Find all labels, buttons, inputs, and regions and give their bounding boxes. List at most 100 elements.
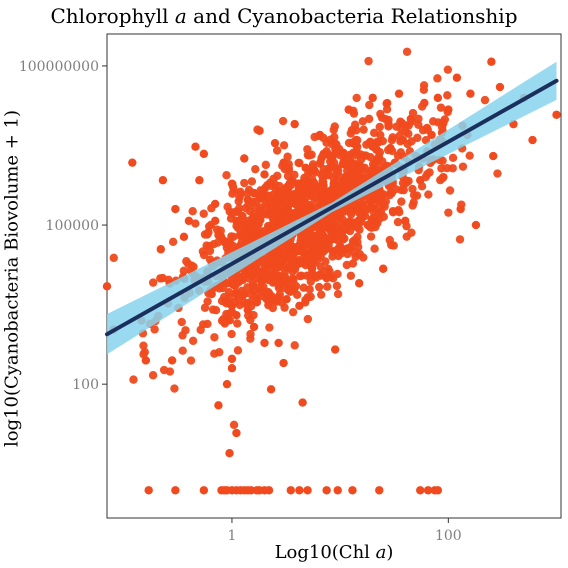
data-point — [455, 235, 465, 244]
data-point — [335, 241, 345, 251]
data-point — [254, 218, 263, 228]
data-point — [299, 246, 309, 255]
data-point — [444, 105, 453, 114]
data-point — [319, 172, 328, 182]
data-point — [191, 142, 200, 151]
data-point — [528, 135, 537, 145]
data-point — [266, 385, 276, 394]
data-point — [408, 184, 417, 194]
data-point — [291, 281, 301, 291]
data-point — [263, 210, 272, 219]
data-point — [139, 341, 148, 350]
data-point — [401, 127, 410, 137]
data-point — [274, 278, 284, 288]
data-point — [325, 267, 334, 276]
data-point — [283, 171, 293, 181]
data-point — [156, 245, 166, 254]
data-point — [255, 126, 264, 135]
data-point — [205, 241, 214, 251]
data-point — [186, 356, 196, 365]
data-point — [379, 212, 388, 222]
data-point — [350, 120, 360, 129]
data-point — [179, 232, 189, 242]
data-point — [322, 273, 331, 283]
data-point — [234, 197, 243, 206]
data-point — [424, 190, 433, 199]
data-point — [452, 73, 462, 82]
data-point — [487, 57, 496, 66]
data-point — [148, 278, 158, 287]
data-point — [352, 93, 361, 103]
data-point — [354, 279, 364, 288]
data-point — [353, 242, 363, 252]
data-point — [215, 348, 224, 357]
data-point — [178, 346, 187, 355]
data-point — [277, 205, 286, 215]
data-point — [240, 269, 249, 278]
data-point — [323, 282, 332, 291]
chart-title: Chlorophyll a and Cyanobacteria Relation… — [50, 4, 518, 28]
data-point — [439, 172, 448, 182]
data-point — [373, 154, 383, 163]
data-point — [222, 171, 231, 180]
data-point — [268, 278, 278, 287]
data-point-zero — [199, 486, 209, 495]
data-point — [307, 264, 317, 273]
data-point — [298, 398, 307, 407]
data-point — [260, 338, 269, 348]
data-point — [305, 226, 315, 235]
data-point — [195, 176, 204, 185]
data-point — [363, 220, 372, 230]
data-point — [333, 269, 342, 279]
data-point — [177, 317, 186, 327]
data-point — [182, 257, 191, 266]
data-point — [240, 289, 249, 299]
data-point — [219, 317, 228, 327]
data-point — [159, 365, 169, 375]
data-point — [274, 259, 283, 269]
data-point — [318, 151, 327, 160]
data-point — [323, 166, 333, 176]
data-point — [251, 164, 260, 174]
data-point — [239, 298, 248, 307]
data-point — [284, 286, 294, 296]
data-point — [240, 178, 249, 188]
data-point — [203, 319, 212, 329]
data-point — [229, 232, 238, 241]
data-point-zero — [144, 486, 153, 495]
data-point — [267, 221, 276, 230]
data-point — [283, 152, 292, 161]
data-point — [321, 243, 331, 252]
data-point — [279, 141, 289, 150]
data-point — [278, 116, 288, 126]
data-point — [178, 331, 187, 340]
data-point — [419, 85, 429, 95]
data-point — [262, 273, 272, 283]
data-point — [384, 119, 393, 129]
data-point — [329, 125, 338, 135]
data-point — [156, 274, 165, 283]
data-point — [359, 125, 368, 134]
data-point — [222, 379, 232, 389]
data-point — [303, 314, 313, 324]
data-point — [300, 177, 309, 186]
data-point — [428, 117, 438, 126]
data-point-zero — [295, 486, 304, 495]
data-point — [351, 252, 360, 262]
data-point — [315, 130, 325, 140]
data-point — [437, 164, 446, 173]
data-point — [350, 159, 359, 168]
data-point — [233, 319, 242, 328]
data-point — [402, 47, 412, 56]
data-point — [425, 168, 434, 177]
x-tick-label: 1 — [227, 528, 236, 544]
data-point — [445, 186, 455, 195]
data-point — [188, 336, 198, 346]
data-point — [243, 305, 252, 315]
data-point — [330, 345, 340, 354]
data-point — [388, 208, 398, 217]
data-point — [316, 262, 325, 272]
data-point — [393, 151, 403, 160]
data-point — [294, 158, 303, 168]
data-point — [262, 295, 272, 304]
